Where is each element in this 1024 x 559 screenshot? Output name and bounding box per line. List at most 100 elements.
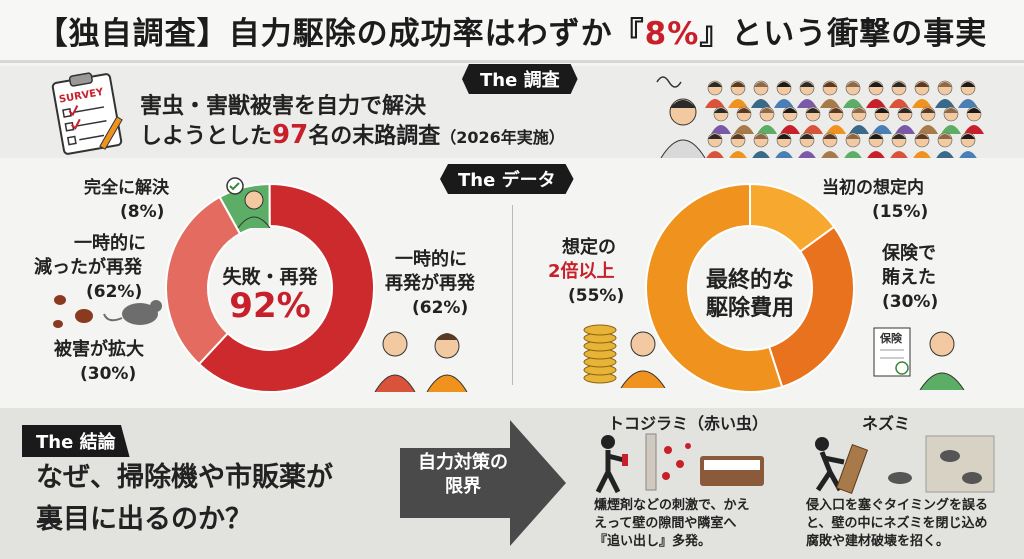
crowd-person-icon (959, 132, 977, 158)
donut-slice-2 (645, 182, 784, 393)
crowd-person-icon (889, 80, 909, 108)
double-pct: (55%) (568, 286, 625, 306)
crowd-person-icon (867, 132, 885, 158)
bedbug-icon (75, 309, 93, 323)
donut-slice-1 (767, 225, 855, 389)
crowd-person-icon (798, 132, 816, 158)
crowd-person-icon (705, 80, 725, 108)
crowd-person-icon (820, 80, 840, 108)
crowd-person-icon (895, 106, 915, 134)
crowd-person-icon (751, 80, 771, 108)
crowd-person-icon (774, 80, 794, 108)
crowd-person-icon (964, 106, 984, 134)
temporary-label-1: 一時的に (74, 233, 146, 254)
crowd-person-icon (912, 80, 932, 108)
question-line-1: なぜ、掃除機や市販薬が (36, 462, 333, 493)
pest-icons (53, 295, 162, 328)
arrow-label-2: 限界 (445, 476, 481, 497)
page-title: 【独自調査】自力駆除の成功率はわずか『8%』という衝撃の事実 (0, 8, 1024, 53)
limit-arrow (400, 420, 566, 546)
crowd-person-icon (797, 80, 817, 108)
temporary-pct: (62%) (86, 282, 143, 302)
donut2-center-label-1: 最終的な (705, 268, 794, 293)
crowd-person-icon (890, 132, 908, 158)
survey-note: （2026年実施） (440, 128, 565, 147)
crowd-person-icon (935, 80, 955, 108)
case1-title: トコジラミ（赤い虫） (608, 414, 769, 433)
donut1-center-label: 失敗・再発 (222, 266, 318, 288)
happy-person-icon (237, 190, 271, 228)
crowd-person-icon (821, 132, 839, 158)
crowd-person-icon (866, 80, 886, 108)
conclusion-section-label: The 結論 (22, 425, 130, 457)
crowd-person-icon (872, 106, 892, 134)
crowd-person-icon (941, 106, 961, 134)
title-highlight: 8% (644, 16, 700, 52)
resolved-pct: (8%) (120, 202, 165, 222)
case1-text-1: 燻煙剤などの刺激で、かえ (594, 498, 750, 513)
resolved-label: 完全に解決 (84, 178, 169, 198)
temporary-label-2: 減ったが再発 (34, 257, 142, 278)
title-prefix: 【独自調査】自力駆除の成功率はわずか『 (36, 16, 645, 52)
worse-pct: (30%) (80, 364, 137, 384)
survey-line2-prefix: しようとした (140, 124, 273, 149)
right-pct: (62%) (412, 298, 469, 318)
title-suffix: 』という衝撃の事実 (699, 16, 988, 52)
crowd-person-icon (936, 132, 954, 158)
survey-line-1: 害虫・害獣被害を自力で解決 (140, 94, 427, 119)
case2-text-2: と、壁の中にネズミを閉じ込め (806, 516, 988, 531)
donut2-center-label-2: 駆除費用 (705, 296, 794, 321)
bedbug-icon (53, 320, 63, 328)
insurance-doc-label: 保険 (879, 331, 903, 345)
arrow-label-1: 自力対策の (418, 452, 508, 473)
case2-text-1: 侵入口を塞ぐタイミングを誤る (806, 498, 989, 513)
survey-line-2: しようとした97名の末路調査（2026年実施） (140, 118, 565, 150)
title-bar (0, 0, 1024, 63)
crowd-person-icon (757, 106, 777, 134)
crowd-person-icon (803, 106, 823, 134)
crowd-person-icon (775, 132, 793, 158)
insurance-label-2: 賄えた (882, 267, 936, 288)
case2-text-3: 腐敗や建材破壊を招く。 (806, 534, 950, 549)
survey-count: 97 (272, 120, 309, 150)
crowd-person-icon (752, 132, 770, 158)
crowd-person-icon (711, 106, 731, 134)
crowd-person-icon (918, 106, 938, 134)
bedbug-icon (54, 295, 66, 305)
question-line-2: 裏目に出るのか？ (36, 504, 252, 535)
rat-icon (122, 303, 158, 325)
insurance-doc-icon: 保険 (873, 327, 965, 390)
crowd-person-icon (706, 132, 724, 158)
survey-section-label: The 調査 (462, 64, 578, 94)
right-label-2: 再発が再発 (385, 273, 475, 294)
check-circle-icon (226, 177, 244, 195)
donut-slice-2 (165, 195, 242, 366)
crowd-person-icon (780, 106, 800, 134)
insurance-label-1: 保険で (882, 243, 936, 264)
crowd-person-icon (728, 80, 748, 108)
rat-head-icon (150, 300, 162, 312)
confused-person-icon (656, 76, 706, 158)
clipboard-icon: SURVEY (51, 72, 123, 155)
expected-pct: (15%) (872, 202, 929, 222)
crowd-person-icon (958, 80, 978, 108)
crowd-person-icon (844, 132, 862, 158)
worse-label: 被害が拡大 (54, 339, 144, 360)
data-section-label: The データ (440, 164, 574, 194)
expected-label: 当初の想定内 (822, 178, 924, 198)
cost-donut-chart (645, 182, 855, 393)
double-label-2: 2倍以上 (548, 261, 615, 282)
donut-slice-1 (197, 183, 375, 393)
spray-bedbug-illustration (595, 433, 764, 494)
crowd-person-icon (734, 106, 754, 134)
crowd-person-icon (913, 132, 931, 158)
divider (512, 205, 513, 385)
rat-wall-illustration (815, 435, 995, 494)
double-label-1: 想定の (562, 237, 616, 258)
case1-text-3: 『追い出し』多発。 (594, 534, 712, 549)
crowd-person-icon (729, 132, 747, 158)
survey-line2-suffix: 名の末路調査 (308, 124, 441, 149)
worried-person-icon (620, 331, 666, 388)
crowd-person-icon (826, 106, 846, 134)
case2-title: ネズミ (862, 414, 911, 433)
